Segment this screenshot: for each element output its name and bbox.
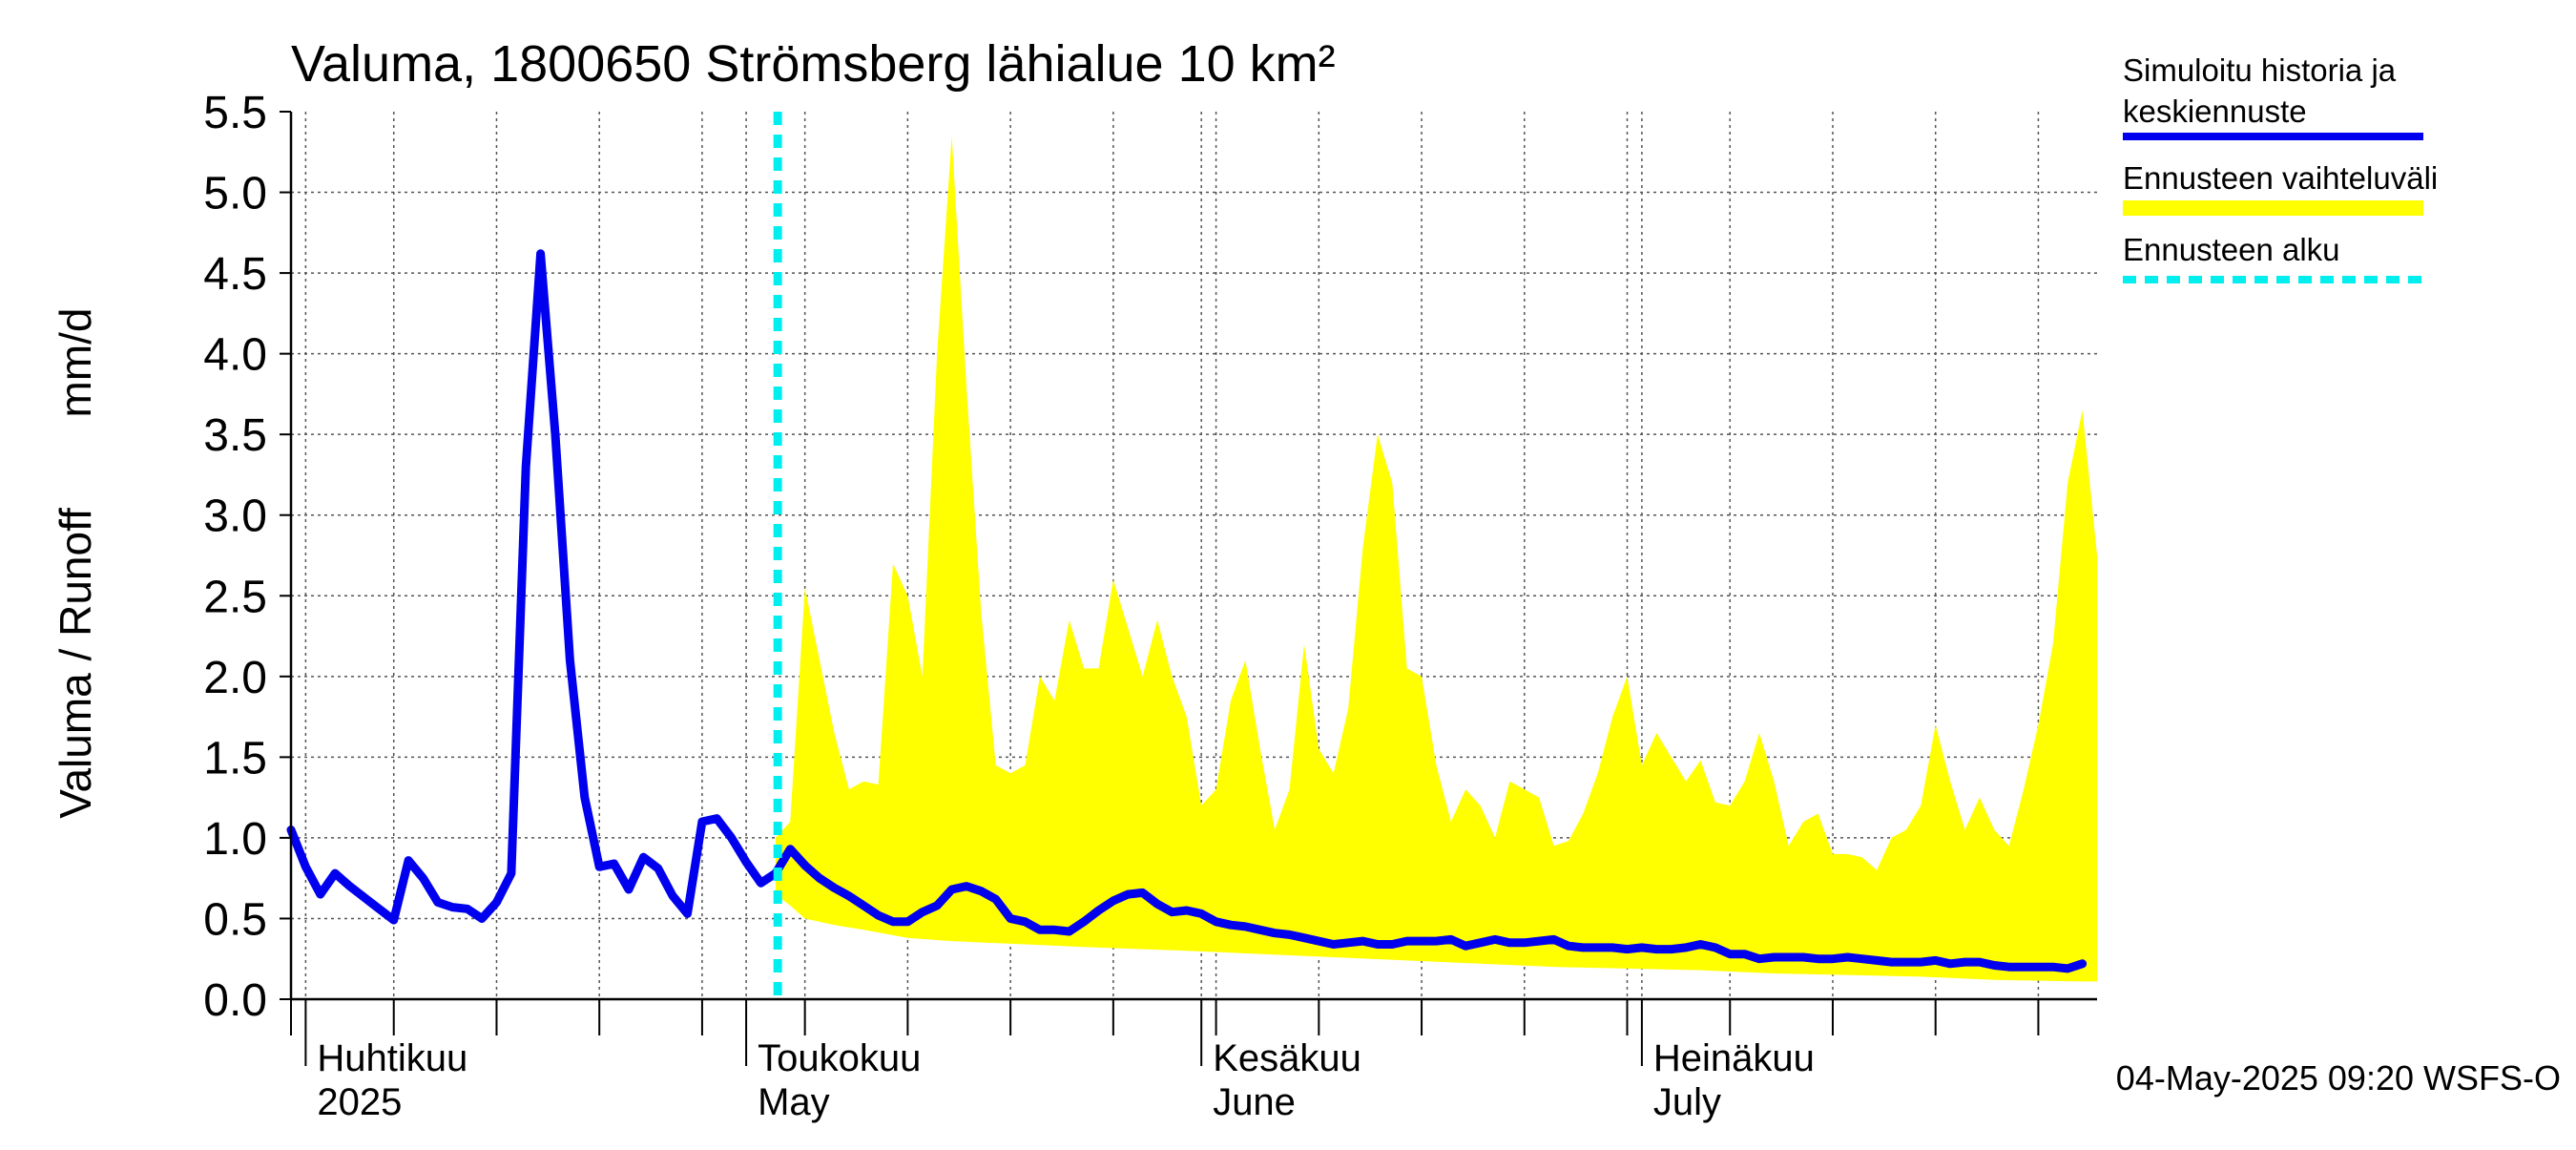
y-tick-label: 1.0 (203, 814, 267, 865)
y-tick-label: 5.0 (203, 169, 267, 220)
y-tick-label: 3.0 (203, 491, 267, 542)
month-label-fi: Heinäkuu (1653, 1037, 1815, 1079)
series-line-simulated (286, 249, 2088, 973)
chart-title: Valuma, 1800650 Strömsberg lähialue 10 k… (291, 35, 1336, 93)
month-label-en: July (1653, 1081, 1721, 1123)
legend: Simuloitu historia ja keskiennuste Ennuste… (2123, 52, 2438, 283)
forecast-range-band (775, 136, 2097, 982)
month-label-en: May (758, 1081, 830, 1123)
legend-label-line2: keskiennuste (2123, 94, 2307, 129)
y-tick-label: 5.5 (203, 88, 267, 138)
legend-label: Simuloitu historia ja (2123, 52, 2397, 88)
y-tick-label: 2.5 (203, 572, 267, 622)
y-tick-label: 0.0 (203, 975, 267, 1026)
legend-label: Ennusteen vaihteluväli (2123, 160, 2438, 196)
month-label-fi: Toukokuu (758, 1037, 921, 1079)
y-tick-label: 2.0 (203, 653, 267, 703)
grid (290, 112, 2097, 999)
forecast-band-area (775, 136, 2097, 982)
month-label-fi: Huhtikuu (317, 1037, 467, 1079)
y-tick-label: 4.0 (203, 330, 267, 381)
y-tick-labels: 0.0 0.5 1.0 1.5 2.0 2.5 3.0 3.5 4.0 4.5 5.0 5.5 (203, 88, 267, 1026)
series-group (286, 249, 2088, 973)
month-label-en: 2025 (317, 1081, 402, 1123)
legend-swatch-band (2123, 200, 2423, 216)
footer-timestamp: 04-May-2025 09:20 WSFS-O (2116, 1058, 2561, 1098)
month-label-en: June (1213, 1081, 1296, 1123)
month-label-fi: Kesäkuu (1213, 1037, 1361, 1079)
y-tick-label: 3.5 (203, 410, 267, 461)
axes (280, 111, 2097, 1066)
y-axis-label: Valuma / Runoff (51, 508, 100, 819)
y-tick-label: 1.5 (203, 733, 267, 784)
y-tick-label: 0.5 (203, 894, 267, 945)
y-axis-unit: mm/d (51, 308, 100, 418)
y-tick-label: 4.5 (203, 249, 267, 300)
legend-label: Ennusteen alku (2123, 232, 2340, 267)
